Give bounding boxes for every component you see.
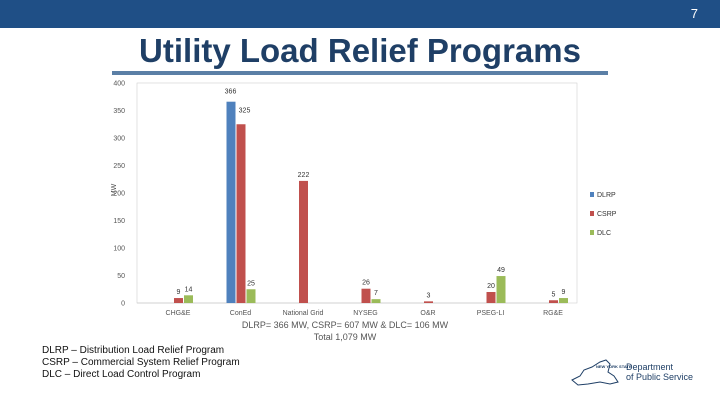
data-label: 25 <box>247 280 255 287</box>
legend: DLRP CSRP DLC <box>590 192 617 237</box>
logo-state-name: NEW YORK STATE <box>596 364 632 369</box>
data-label: 26 <box>362 280 370 287</box>
bar-csrp <box>299 180 308 303</box>
data-label: 7 <box>374 290 378 297</box>
bar-dlc <box>371 299 381 303</box>
y-tick-label: 100 <box>113 246 125 253</box>
data-label: 9 <box>177 289 181 296</box>
definition-csrp: CSRP – Commercial System Relief Program <box>42 357 240 368</box>
y-tick-label: 400 <box>113 81 125 88</box>
title-underline <box>112 71 608 75</box>
bar-csrp <box>174 298 183 303</box>
data-label: 49 <box>497 267 505 274</box>
definition-dlrp: DLRP – Distribution Load Relief Program <box>42 345 225 356</box>
legend-label-dlc: DLC <box>597 230 611 237</box>
x-tick-label: RG&E <box>543 310 563 317</box>
bar-dlc <box>184 295 193 303</box>
y-tick-label: 350 <box>113 108 125 115</box>
legend-label-csrp: CSRP <box>597 211 617 218</box>
legend-swatch-csrp <box>590 211 594 216</box>
data-label: 9 <box>562 289 566 296</box>
bar-csrp <box>486 292 496 303</box>
y-tick-label: 0 <box>121 301 125 308</box>
data-label: 325 <box>239 107 251 114</box>
x-tick-label: ConEd <box>230 310 252 317</box>
x-tick-label: O&R <box>420 310 435 317</box>
x-axis: CHG&E ConEd National Grid NYSEG O&R PSEG-LI RG… <box>166 310 564 317</box>
x-tick-label: National Grid <box>283 310 324 317</box>
legend-swatch-dlrp <box>590 192 594 197</box>
data-label: 5 <box>552 291 556 298</box>
x-tick-label: NYSEG <box>353 310 378 317</box>
logo-line-1: Department <box>626 362 674 372</box>
logo-line-2: of Public Service <box>626 372 694 382</box>
data-label: 3 <box>427 292 431 299</box>
logo-department-text: Department of Public Service <box>626 362 693 382</box>
top-banner: 7 <box>0 0 720 28</box>
bar-csrp <box>361 288 371 303</box>
bar-csrp <box>424 301 433 303</box>
bar-dlc <box>559 298 568 303</box>
x-tick-label: PSEG-LI <box>477 310 505 317</box>
y-tick-label: 300 <box>113 136 125 143</box>
slide-title: Utility Load Relief Programs <box>139 32 581 69</box>
definition-dlc: DLC – Direct Load Control Program <box>42 369 201 380</box>
new-york-state-map-icon <box>571 359 619 386</box>
summary-totals: DLRP= 366 MW, CSRP= 607 MW & DLC= 106 MW <box>241 320 449 330</box>
plot-area <box>136 82 578 304</box>
x-tick-label: CHG&E <box>166 310 191 317</box>
legend-swatch-dlc <box>590 230 594 235</box>
data-label: 366 <box>225 89 237 96</box>
bar-csrp <box>549 300 558 303</box>
bar-dlc <box>246 289 256 303</box>
legend-label-dlrp: DLRP <box>597 192 616 199</box>
bar-dlc <box>496 276 506 303</box>
data-label: 222 <box>298 172 310 179</box>
definitions-list: DLRP – Distribution Load Relief Program … <box>42 345 240 381</box>
data-label: 20 <box>487 283 495 290</box>
summary-grand-total: Total 1,079 MW <box>313 332 377 342</box>
y-tick-label: 50 <box>117 273 125 280</box>
nys-dps-logo: NEW YORK STATE Department of Public Serv… <box>570 358 710 394</box>
page-number: 7 <box>690 6 698 21</box>
y-tick-label: 150 <box>113 218 125 225</box>
data-label: 14 <box>185 286 193 293</box>
y-axis-label: MW <box>111 183 118 196</box>
y-tick-label: 200 <box>113 191 125 198</box>
y-tick-label: 250 <box>113 163 125 170</box>
bar-csrp <box>236 124 246 303</box>
bar-dlrp <box>226 101 236 303</box>
